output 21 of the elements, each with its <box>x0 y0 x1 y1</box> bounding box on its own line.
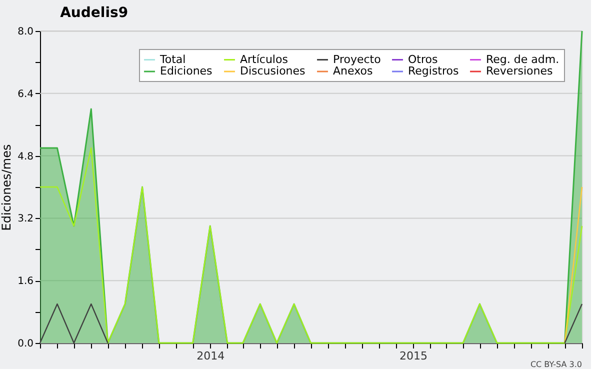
legend-label: Reg. de adm. <box>486 52 560 66</box>
legend-label: Otros <box>408 52 438 66</box>
legend-label: Reversiones <box>486 64 553 78</box>
y-tick-label: 3.2 <box>18 214 34 225</box>
legend-label: Total <box>159 52 186 66</box>
legend-label: Anexos <box>333 64 373 78</box>
y-tick-label: 6.4 <box>18 88 34 100</box>
y-tick-label: 4.8 <box>18 151 34 162</box>
chart-title: Audelis9 <box>60 5 128 21</box>
legend-label: Ediciones <box>160 64 213 78</box>
x-tick-label: 2015 <box>400 350 428 362</box>
x-tick-label: 2014 <box>196 350 225 362</box>
legend-label: Discusiones <box>240 64 306 78</box>
text: CC BY-SA 3.0 <box>530 360 582 369</box>
legend-label: Artículos <box>240 52 288 66</box>
legend-label: Registros <box>408 64 460 78</box>
legend-label: Proyecto <box>333 52 382 66</box>
y-tick-label: 0.0 <box>18 338 34 350</box>
y-tick-label: 8.0 <box>18 26 34 38</box>
y-tick-label: 1.6 <box>18 276 34 288</box>
y-axis-title: Ediciones/mes <box>0 144 14 231</box>
